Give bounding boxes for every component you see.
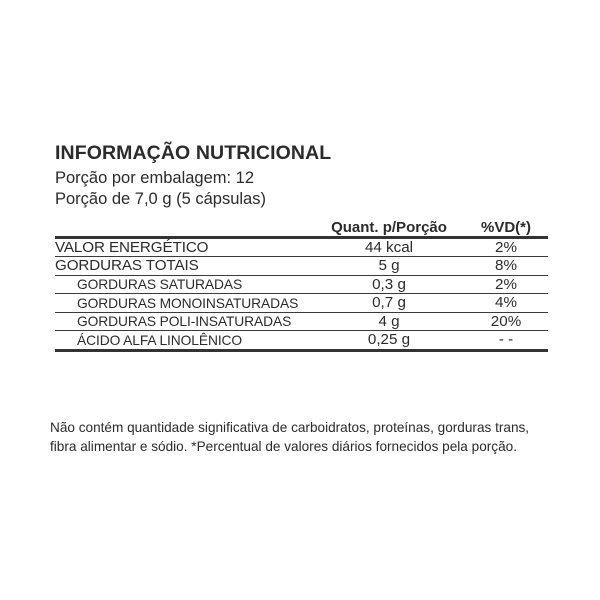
nutrient-name: GORDURAS SATURADAS bbox=[55, 274, 314, 294]
servings-per-package: Porção por embalagem: 12 bbox=[55, 169, 255, 187]
table-row: GORDURAS SATURADAS 0,3 g 2% bbox=[55, 274, 548, 294]
table-row: GORDURAS MONOINSATURADAS 0,7 g 4% bbox=[55, 293, 548, 313]
table-body: VALOR ENERGÉTICO 44 kcal 2% GORDURAS TOTAIS… bbox=[55, 235, 548, 351]
footnote-line-2: fibra alimentar e sódio. *Percentual de … bbox=[50, 439, 517, 455]
nutrient-quantity: 5 g bbox=[314, 256, 464, 276]
column-header-nutrient bbox=[55, 212, 314, 238]
nutrient-quantity: 0,7 g bbox=[314, 293, 464, 313]
page-title: INFORMAÇÃO NUTRICIONAL bbox=[55, 142, 332, 164]
nutrient-quantity: 4 g bbox=[314, 311, 464, 331]
nutrient-daily-value: - - bbox=[464, 330, 548, 351]
nutrient-daily-value: 2% bbox=[464, 235, 548, 257]
footnote-line-1: Não contém quantidade significativa de c… bbox=[50, 420, 530, 435]
table-row: ÁCIDO ALFA LINOLÊNICO 0,25 g- - bbox=[55, 330, 548, 351]
serving-size: Porção de 7,0 g (5 cápsulas) bbox=[55, 189, 266, 208]
nutrient-daily-value: 8% bbox=[464, 256, 548, 276]
nutrition-facts-panel: INFORMAÇÃO NUTRICIONAL Porção por embala… bbox=[55, 142, 548, 352]
nutrient-daily-value: 4% bbox=[464, 293, 548, 313]
table-header: Quant. p/Porção %VD(*) bbox=[55, 212, 548, 238]
nutrient-name: ÁCIDO ALFA LINOLÊNICO bbox=[55, 330, 314, 351]
footnote: Não contém quantidade significativa de c… bbox=[50, 418, 555, 457]
nutrient-daily-value: 20% bbox=[464, 311, 548, 331]
column-header-quantity: Quant. p/Porção bbox=[331, 218, 447, 236]
table-header-row: Quant. p/Porção %VD(*) bbox=[55, 212, 548, 238]
table-row: VALOR ENERGÉTICO 44 kcal 2% bbox=[55, 235, 548, 257]
nutrient-quantity: 0,3 g bbox=[314, 274, 464, 294]
table-row: GORDURAS POLI-INSATURADAS 4 g 20% bbox=[55, 311, 548, 331]
nutrient-name: GORDURAS MONOINSATURADAS bbox=[55, 293, 314, 313]
nutrient-name: GORDURAS TOTAIS bbox=[55, 256, 314, 276]
nutrient-name: GORDURAS POLI-INSATURADAS bbox=[55, 311, 314, 331]
nutrient-quantity: 0,25 g bbox=[314, 330, 464, 351]
nutrition-table: Quant. p/Porção %VD(*) VALOR ENERGÉTICO 4… bbox=[55, 212, 548, 352]
nutrient-quantity: 44 kcal bbox=[314, 235, 464, 257]
nutrient-daily-value: 2% bbox=[464, 274, 548, 294]
nutrient-name: VALOR ENERGÉTICO bbox=[55, 235, 314, 257]
column-header-daily-value: %VD(*) bbox=[480, 218, 531, 236]
table-row: GORDURAS TOTAIS 5 g 8% bbox=[55, 256, 548, 276]
